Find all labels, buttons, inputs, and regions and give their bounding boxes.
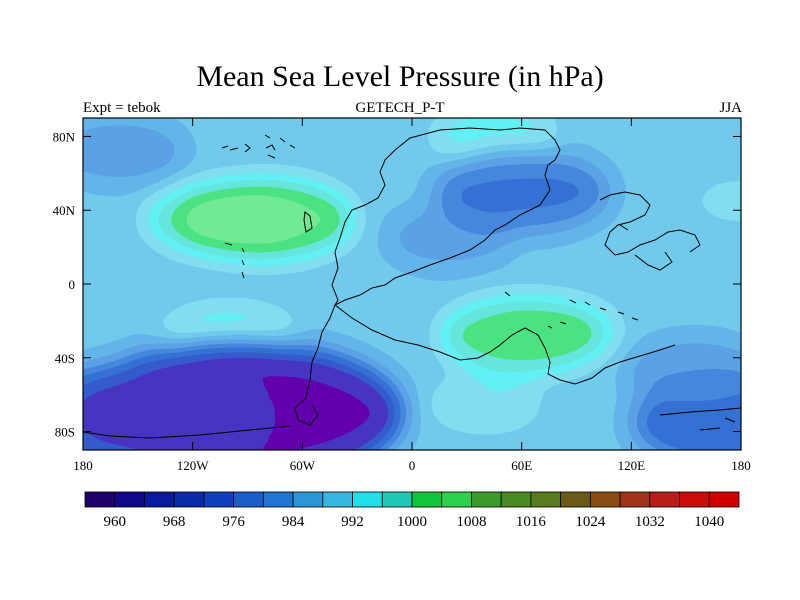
x-tick-label: 60E xyxy=(511,458,532,473)
y-axis: 80N 40N 0 40S 80S xyxy=(53,129,741,440)
coastlines xyxy=(83,127,741,439)
colorbar-swatch xyxy=(262,491,294,508)
x-tick-label: 180 xyxy=(731,458,751,473)
colorbar-swatch xyxy=(530,491,562,508)
coastline-pangea-south xyxy=(334,304,676,385)
pressure-high-2 xyxy=(176,178,355,261)
colorbar-swatch xyxy=(500,491,532,508)
coastline-east-asia xyxy=(599,191,701,271)
colorbar-swatch xyxy=(233,491,264,508)
colorbar: 960 968 976 984 992 1000 1008 1016 1024 1032 1040 xyxy=(84,491,740,530)
colorbar-label: 1000 xyxy=(397,514,427,530)
colorbar-swatch xyxy=(649,491,680,508)
pressure-high-8 xyxy=(690,175,741,227)
coastline-tethys-islands xyxy=(504,291,639,329)
y-tick-label: 80N xyxy=(53,129,76,144)
colorbar-swatch xyxy=(292,491,324,508)
y-tick-label: 40N xyxy=(53,203,76,218)
coastline-north-islands xyxy=(221,134,296,159)
colorbar-label: 984 xyxy=(282,514,305,530)
pressure-field xyxy=(83,118,741,450)
colorbar-swatch xyxy=(708,491,740,508)
colorbar-swatch xyxy=(144,491,175,508)
colorbar-swatch xyxy=(84,491,116,508)
colorbar-swatch xyxy=(114,491,145,508)
colorbar-swatch xyxy=(560,491,591,508)
colorbar-swatch xyxy=(381,491,413,508)
pressure-low-10 xyxy=(432,150,611,233)
colorbar-label: 1032 xyxy=(635,514,665,530)
y-tick-label: 0 xyxy=(69,277,76,292)
coastline-pangea-west xyxy=(294,149,396,426)
pressure-low-13 xyxy=(83,364,256,450)
colorbar-label: 1008 xyxy=(456,514,486,530)
colorbar-label: 1016 xyxy=(516,514,547,530)
colorbar-swatch xyxy=(411,491,443,508)
pressure-low-11 xyxy=(83,119,187,183)
pressure-high-5 xyxy=(438,297,605,374)
colorbar-swatch xyxy=(619,491,651,508)
coastline-antarctic xyxy=(83,407,741,439)
x-tick-label: 120E xyxy=(618,458,646,473)
colorbar-label: 976 xyxy=(222,514,245,530)
colorbar-swatch xyxy=(322,491,353,508)
x-axis: 180 120W 60W 0 60E 120E 180 xyxy=(73,118,751,473)
dataset-label: GETECH_P-T xyxy=(355,100,445,116)
colorbar-label: 1040 xyxy=(694,514,724,530)
colorbar-swatch xyxy=(679,491,710,508)
x-tick-label: 180 xyxy=(73,458,93,473)
colorbar-swatch xyxy=(471,491,502,508)
colorbar-swatch xyxy=(352,491,383,508)
colorbar-label: 968 xyxy=(163,514,186,530)
colorbar-label: 992 xyxy=(341,514,364,530)
colorbar-label: 960 xyxy=(103,514,126,530)
y-tick-label: 40S xyxy=(55,351,75,366)
colorbar-swatch xyxy=(589,491,621,508)
colorbar-label: 1024 xyxy=(575,514,606,530)
x-tick-label: 60W xyxy=(290,458,316,473)
colorbar-swatch xyxy=(441,491,472,508)
season-label: JJA xyxy=(719,100,742,116)
experiment-label: Expt = tebok xyxy=(83,100,161,116)
colorbar-swatch xyxy=(173,491,205,508)
y-tick-label: 80S xyxy=(55,425,75,440)
chart-title: Mean Sea Level Pressure (in hPa) xyxy=(196,60,604,93)
x-tick-label: 120W xyxy=(177,458,210,473)
coastline-pangea-north xyxy=(334,127,561,306)
coastline-west-islands xyxy=(224,211,313,279)
x-tick-label: 0 xyxy=(409,458,416,473)
pressure-low-15 xyxy=(625,339,741,406)
colorbar-swatch xyxy=(203,491,235,508)
pressure-high-7 xyxy=(427,376,543,432)
pressure-field-blobs xyxy=(83,118,741,450)
